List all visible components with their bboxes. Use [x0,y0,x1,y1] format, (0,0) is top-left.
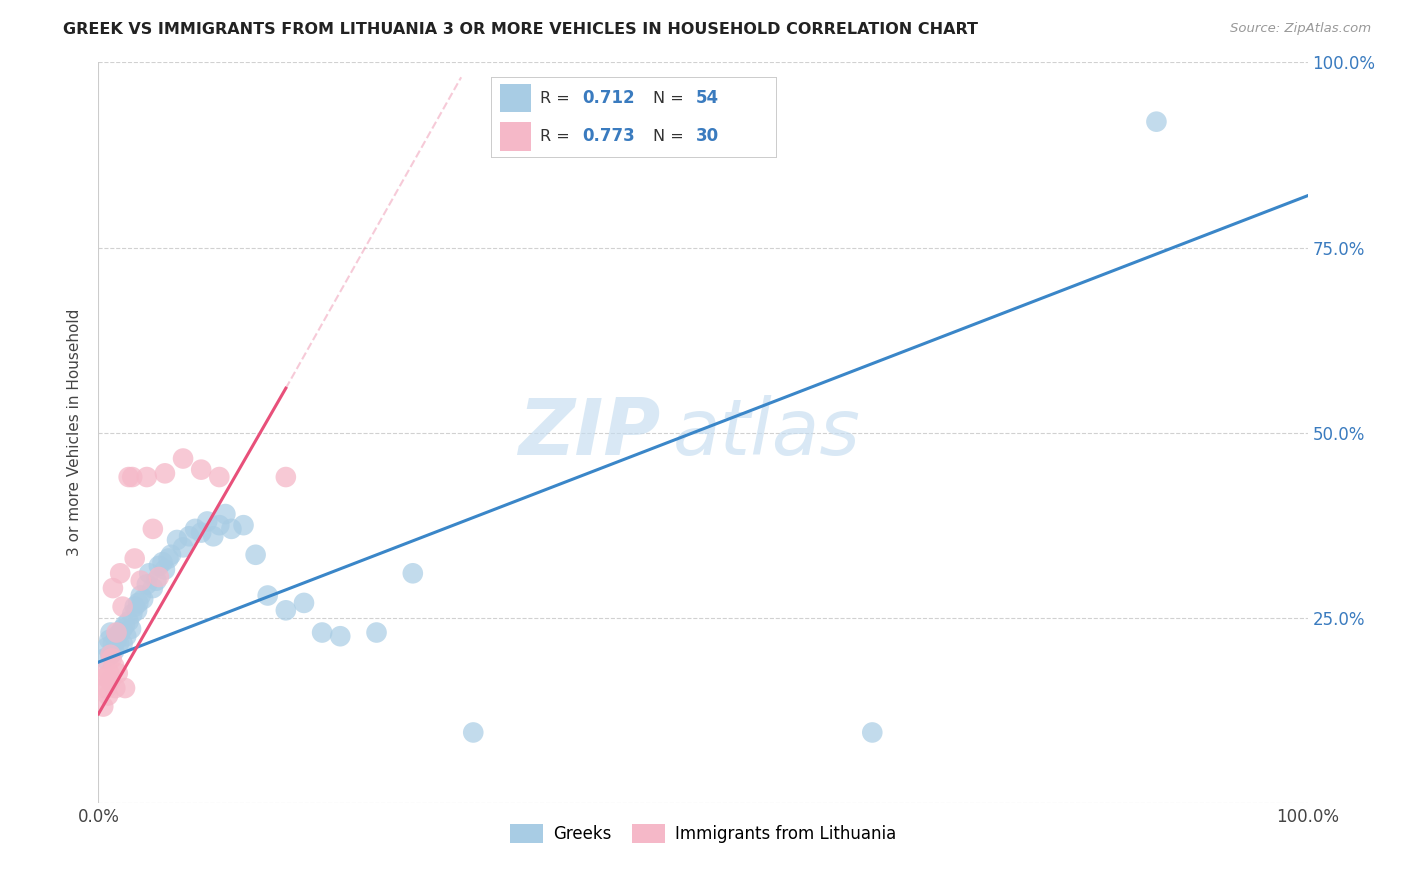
Text: GREEK VS IMMIGRANTS FROM LITHUANIA 3 OR MORE VEHICLES IN HOUSEHOLD CORRELATION C: GREEK VS IMMIGRANTS FROM LITHUANIA 3 OR … [63,22,979,37]
Point [190,525,212,540]
Point [100,648,122,662]
Point [153,563,176,577]
Text: atlas: atlas [672,394,860,471]
Point [96,640,118,655]
Point [157,551,180,566]
Point [118,615,141,629]
Point [166,533,188,547]
Point [103,644,125,658]
Point [256,589,278,603]
Point [100,648,122,662]
Point [214,507,236,521]
Point [245,548,267,562]
Point [172,541,194,555]
Point [91,666,114,681]
Point [402,566,425,581]
Legend: Greeks, Immigrants from Lithuania: Greeks, Immigrants from Lithuania [503,817,903,850]
Point [860,725,883,739]
Point [98,632,121,647]
Point [274,603,297,617]
Point [153,467,176,481]
Point [1146,114,1168,128]
Point [93,681,115,695]
Text: ZIP: ZIP [519,394,661,471]
Point [148,558,170,573]
Point [91,699,114,714]
Point [114,681,136,695]
Point [98,666,121,681]
Point [96,681,118,695]
Point [118,470,141,484]
Point [274,470,297,484]
Point [184,522,207,536]
Point [121,607,143,621]
Point [152,555,174,569]
Point [366,625,388,640]
Point [127,596,149,610]
Y-axis label: 3 or more Vehicles in Household: 3 or more Vehicles in Household [67,309,83,557]
Point [160,548,183,562]
Point [103,658,125,673]
Point [124,599,146,614]
Point [179,529,201,543]
Point [108,625,131,640]
Point [190,462,212,476]
Point [232,518,254,533]
Point [108,566,131,581]
Point [208,470,231,484]
Point [93,651,115,665]
Point [111,637,134,651]
Point [111,622,134,636]
Point [145,574,167,588]
Point [114,618,136,632]
Point [142,522,165,536]
Point [120,622,142,636]
Point [100,651,122,665]
Point [121,470,143,484]
Point [135,577,157,591]
Point [100,625,122,640]
Point [195,515,218,529]
Point [292,596,315,610]
Point [311,625,333,640]
Point [101,637,124,651]
Point [148,570,170,584]
Text: Source: ZipAtlas.com: Source: ZipAtlas.com [1230,22,1371,36]
Point [101,581,124,595]
Point [107,666,129,681]
Point [115,629,138,643]
Point [208,518,231,533]
Point [221,522,243,536]
Point [129,574,152,588]
Point [104,681,127,695]
Point [172,451,194,466]
Point [135,470,157,484]
Point [329,629,352,643]
Point [202,529,225,543]
Point [463,725,485,739]
Point [105,625,128,640]
Point [100,673,122,688]
Point [97,689,120,703]
Point [129,589,152,603]
Point [138,566,160,581]
Point [127,603,149,617]
Point [111,599,134,614]
Point [94,670,117,684]
Point [108,637,131,651]
Point [132,592,155,607]
Point [124,551,146,566]
Point [105,629,128,643]
Point [142,581,165,595]
Point [105,632,128,647]
